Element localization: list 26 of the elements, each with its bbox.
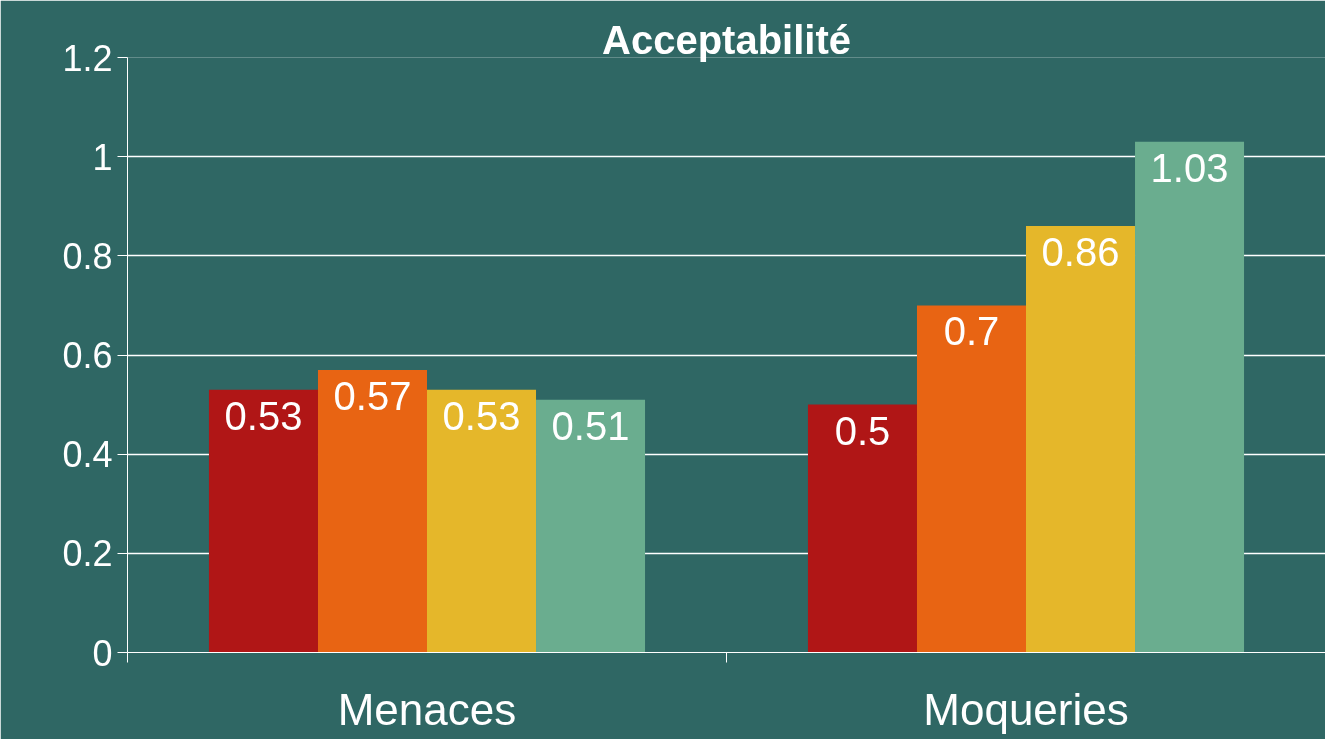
x-tick-label: Moqueries [923, 684, 1129, 734]
data-label: 0.7 [943, 309, 1000, 354]
data-label: 0.86 [1041, 230, 1120, 275]
chart-title: Acceptabilité [602, 17, 851, 62]
y-tick-label: 0.8 [62, 235, 113, 277]
bar [317, 369, 427, 653]
bar [1135, 141, 1245, 653]
data-label: 0.57 [333, 373, 412, 418]
data-label: 0.53 [442, 393, 521, 438]
data-label: 0.53 [224, 393, 303, 438]
y-tick-label: 0 [92, 632, 113, 674]
bar [536, 399, 646, 653]
y-tick-label: 1.2 [62, 37, 113, 79]
y-tick-label: 0.4 [62, 434, 113, 476]
bar [208, 389, 318, 653]
bar [1026, 226, 1136, 653]
y-tick-label: 1 [92, 136, 113, 178]
bar [427, 389, 537, 653]
x-tick-label: Menaces [337, 684, 517, 734]
data-label: 1.03 [1150, 145, 1229, 190]
y-tick-label: 0.6 [62, 335, 113, 376]
data-label: 0.5 [834, 408, 891, 453]
y-tick-label: 0.2 [62, 533, 113, 575]
bar [916, 305, 1026, 653]
data-label: 0.51 [551, 403, 630, 448]
bar [807, 404, 917, 653]
